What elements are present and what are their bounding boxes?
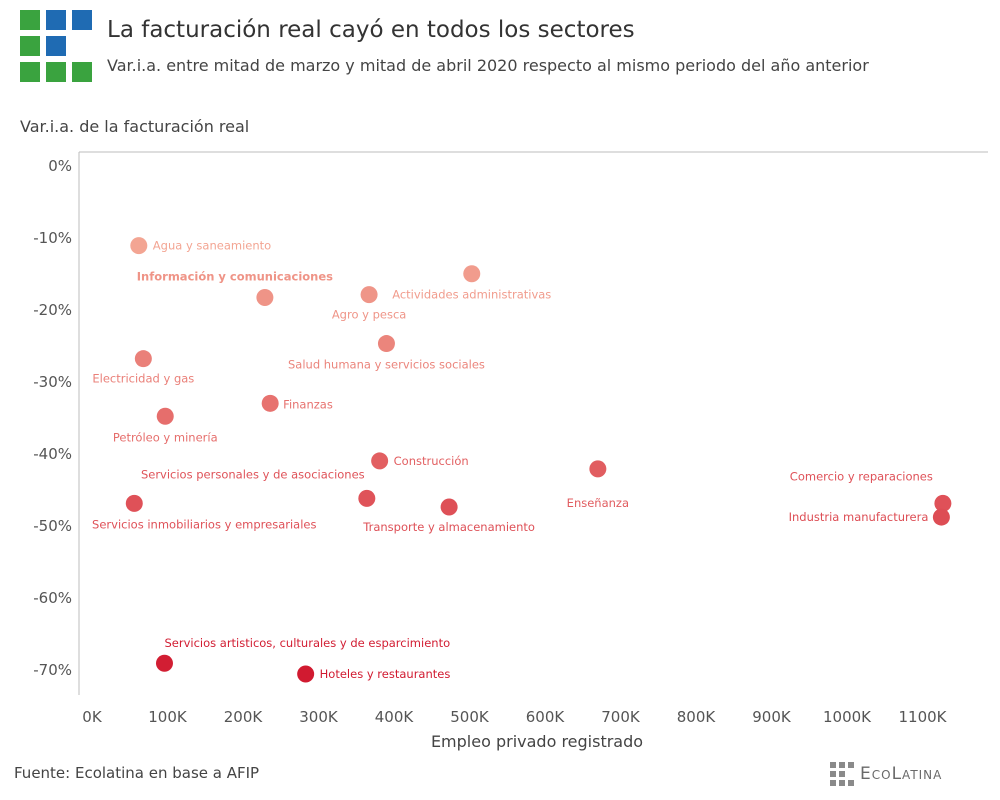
point-label: Petróleo y minería (113, 430, 218, 444)
data-point (358, 489, 376, 507)
x-tick-label: 300K (299, 708, 339, 726)
x-tick-label: 200K (224, 708, 264, 726)
brand-grid-icon (830, 762, 854, 786)
point-label: Finanzas (283, 397, 333, 411)
point-label: Servicios personales y de asociaciones (141, 467, 365, 481)
data-point (134, 350, 152, 368)
logo-square (20, 62, 40, 82)
point-label: Servicios artisticos, culturales y de es… (164, 636, 450, 650)
data-point (360, 286, 378, 304)
logo-square (46, 62, 66, 82)
x-tick-label: 500K (450, 708, 490, 726)
x-tick-label: 600K (526, 708, 566, 726)
ecolatina-logo-icon (20, 10, 92, 82)
data-point (156, 407, 174, 425)
logo-square (20, 36, 40, 56)
point-label: Actividades administrativas (392, 288, 551, 302)
brand-name: EcoLatina (860, 764, 943, 784)
data-point (440, 498, 458, 516)
brand-footer: EcoLatina (830, 762, 942, 786)
data-point (463, 265, 481, 283)
logo-square (46, 36, 66, 56)
point-label: Construcción (394, 454, 469, 468)
y-tick-label: 0% (48, 157, 72, 175)
data-point (125, 494, 143, 512)
y-axis-title: Var.i.a. de la facturación real (20, 117, 249, 136)
data-point (155, 654, 173, 672)
logo-square (72, 62, 92, 82)
x-tick-label: 0K (82, 708, 103, 726)
source-note: Fuente: Ecolatina en base a AFIP (14, 764, 260, 782)
y-tick-label: -70% (33, 661, 72, 679)
y-tick-label: -50% (33, 517, 72, 535)
point-label: Enseñanza (567, 496, 629, 510)
point-label: Electricidad y gas (92, 372, 194, 386)
x-tick-label: 1000K (823, 708, 872, 726)
x-tick-label: 800K (677, 708, 717, 726)
data-point (377, 335, 395, 353)
point-label: Agro y pesca (332, 308, 407, 322)
logo-square (46, 10, 66, 30)
y-tick-label: -20% (33, 301, 72, 319)
data-point (932, 508, 950, 526)
point-label: Información y comunicaciones (137, 269, 333, 283)
point-label: Industria manufacturera (789, 510, 929, 524)
point-label: Servicios inmobiliarios y empresariales (92, 517, 316, 531)
chart-subtitle: Var.i.a. entre mitad de marzo y mitad de… (107, 56, 869, 75)
x-axis-title: Empleo privado registrado (431, 732, 643, 751)
x-tick-label: 700K (601, 708, 641, 726)
point-label: Comercio y reparaciones (790, 469, 933, 483)
point-label: Salud humana y servicios sociales (288, 358, 485, 372)
y-tick-label: -30% (33, 373, 72, 391)
x-tick-label: 100K (148, 708, 188, 726)
x-tick-label: 1100K (898, 708, 947, 726)
point-label: Hoteles y restaurantes (320, 667, 451, 681)
y-tick-label: -60% (33, 589, 72, 607)
logo-square (72, 10, 92, 30)
data-point (589, 460, 607, 478)
chart-title: La facturación real cayó en todos los se… (107, 17, 635, 43)
logo-square (20, 10, 40, 30)
data-point (934, 494, 952, 512)
data-point (371, 452, 389, 470)
point-label: Agua y saneamiento (153, 239, 271, 253)
data-point (256, 288, 274, 306)
point-label: Transporte y almacenamiento (362, 520, 535, 534)
y-tick-label: -40% (33, 445, 72, 463)
data-point (297, 665, 315, 683)
data-point (130, 237, 148, 255)
x-tick-label: 400K (375, 708, 415, 726)
data-point (261, 394, 279, 412)
x-tick-label: 900K (752, 708, 792, 726)
y-tick-label: -10% (33, 229, 72, 247)
